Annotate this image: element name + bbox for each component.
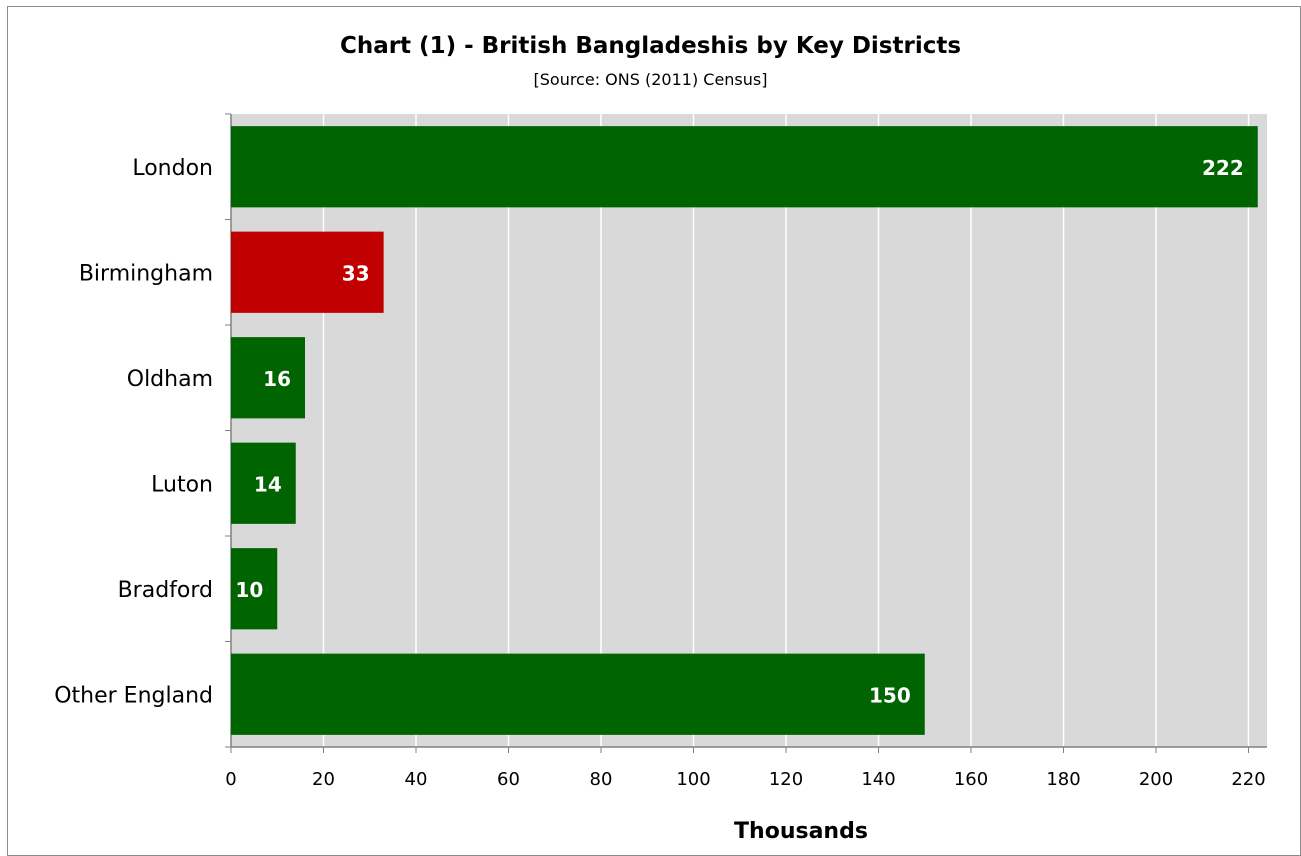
data-label: 33 (342, 261, 370, 285)
x-tick-label: 100 (676, 769, 710, 790)
chart-title: Chart (1) - British Bangladeshis by Key … (339, 33, 962, 59)
x-tick-label: 220 (1231, 769, 1265, 790)
chart-subtitle: [Source: ONS (2011) Census] (533, 70, 768, 89)
labels-group: 0 20 40 60 80 100 120 140 160 180 200 220 London 222 B… (54, 156, 1265, 790)
category-label: Oldham (127, 367, 213, 392)
plot-area (225, 113, 1267, 753)
bar-london (231, 126, 1258, 208)
data-label: 16 (263, 367, 291, 391)
x-tick-label: 40 (405, 769, 428, 790)
data-label: 150 (869, 683, 911, 707)
x-tick-label: 80 (590, 769, 613, 790)
x-tick-label: 60 (497, 769, 520, 790)
bar-other-england (231, 653, 925, 735)
x-tick-label: 20 (312, 769, 335, 790)
bar-bradford (231, 548, 278, 630)
category-label: Luton (151, 472, 213, 497)
bars-group (231, 126, 1258, 735)
x-tick-label: 160 (954, 769, 988, 790)
x-tick-label: 120 (769, 769, 803, 790)
category-label: Birmingham (79, 261, 213, 286)
plot-background (231, 114, 1267, 747)
category-label: London (132, 156, 213, 181)
category-label: Other England (54, 683, 213, 708)
data-label: 14 (254, 472, 282, 496)
x-tick-label: 200 (1139, 769, 1173, 790)
data-label: 222 (1202, 156, 1244, 180)
data-label: 10 (235, 578, 263, 602)
bar-luton (231, 442, 296, 524)
x-tick-label: 0 (225, 769, 236, 790)
category-label: Bradford (118, 578, 213, 603)
bar-oldham (231, 337, 305, 419)
x-tick-label: 140 (861, 769, 895, 790)
bar-birmingham (231, 231, 384, 313)
x-tick-label: 180 (1046, 769, 1080, 790)
x-axis-title: Thousands (734, 819, 868, 844)
